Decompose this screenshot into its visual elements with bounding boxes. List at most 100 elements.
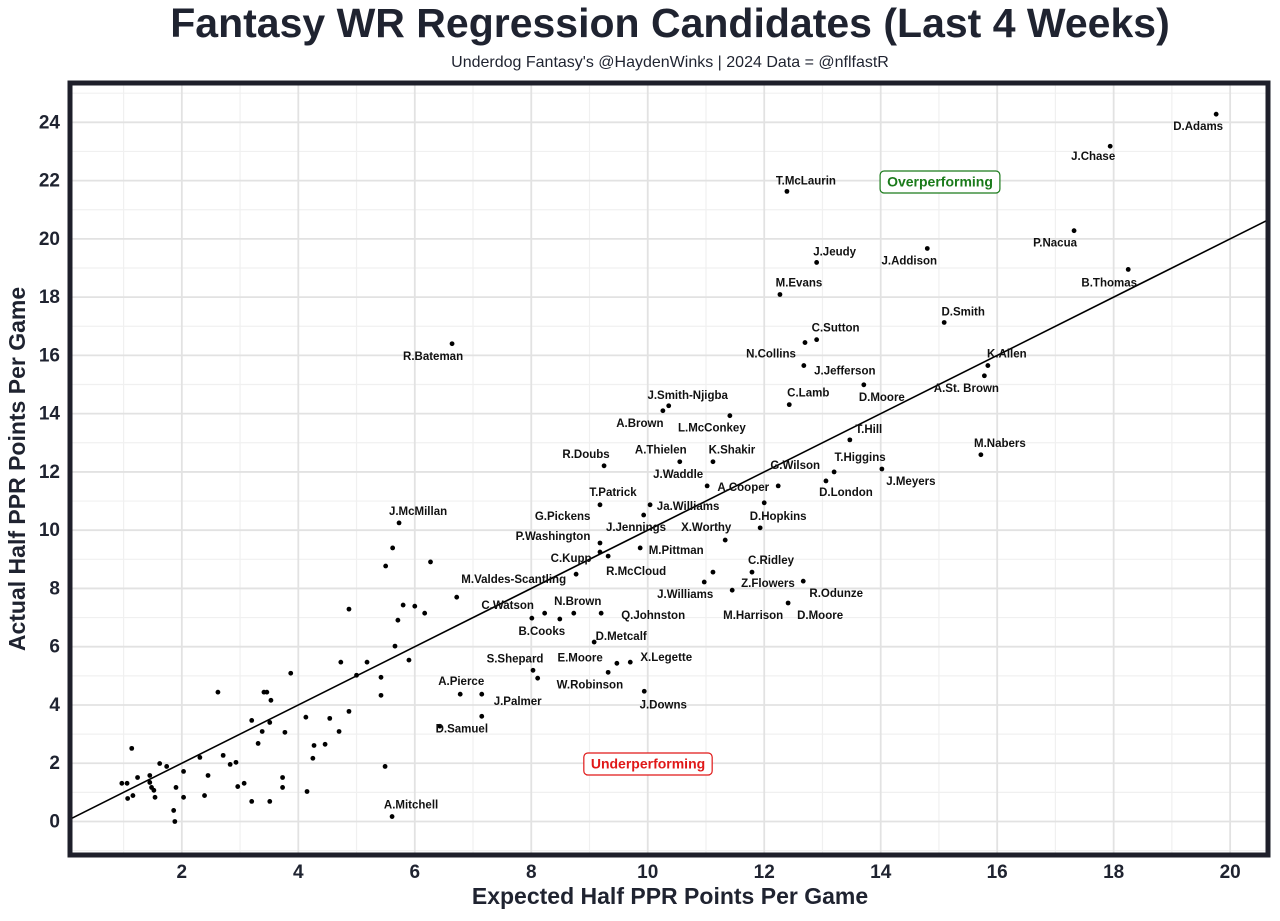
point-label: A.St. Brown [934,383,999,395]
data-point [354,672,359,678]
data-point [202,793,207,798]
data-point [710,459,716,465]
point-label: C.Lamb [787,388,829,400]
point-label: R.Odunze [809,588,863,600]
plot-area: D.Adams J.Chase T.McLaurin P.Nacua J.Addison… [69,83,1269,855]
data-point [454,594,460,600]
x-tick-label: 10 [637,862,658,883]
data-point [235,784,241,789]
data-point [785,600,791,606]
point-label: J.Waddle [653,469,703,481]
x-tick-label: 16 [987,862,1008,883]
data-point [412,603,418,609]
x-tick-label: 18 [1103,862,1124,883]
y-tick-label: 8 [49,578,60,599]
chart-subtitle: Underdog Fantasy's @HaydenWinks | 2024 D… [451,54,889,71]
point-label: N.Brown [554,596,601,608]
x-tick-label: 2 [177,862,188,883]
point-label: X.Legette [640,652,692,664]
point-label: T.McLaurin [776,175,836,187]
data-point [704,483,710,489]
point-label: Q.Johnston [621,610,685,622]
data-point [557,616,563,622]
point-label: T.Patrick [589,487,637,499]
data-point [647,502,653,508]
data-point [775,483,781,489]
data-point [280,775,285,780]
data-point [605,553,611,559]
x-tick-label: 6 [409,862,420,883]
point-label: J.Jefferson [814,366,875,378]
point-label: C.Sutton [812,323,860,335]
data-point [677,459,683,465]
point-label: M.Harrison [723,610,783,622]
point-label: J.Downs [640,699,687,711]
point-label: B.Thomas [1081,277,1137,289]
data-point [422,610,428,616]
data-point [978,452,984,458]
data-point [364,659,370,665]
point-label: G.Wilson [770,460,820,472]
data-point [215,689,221,695]
data-point [181,768,186,774]
data-point [627,659,633,665]
data-point [268,697,274,703]
point-label: D.Samuel [436,723,488,735]
data-point [327,715,333,721]
point-label: M.Pittman [649,545,704,557]
point-label: J.Smith-Njigba [647,390,728,402]
point-label: W.Robinson [557,679,623,691]
data-point [666,403,672,409]
data-point [757,525,763,531]
data-point [641,512,647,518]
point-label: X.Worthy [681,522,732,534]
plot-background [70,83,1268,855]
y-tick-label: 2 [49,753,60,774]
x-tick-label: 14 [870,862,892,883]
data-point [346,708,352,714]
plot-frame [67,80,1271,858]
point-label: J.Addison [881,256,937,268]
data-point [784,188,790,194]
data-point [479,691,485,697]
data-point [571,610,577,616]
data-point [530,667,536,673]
data-point [346,606,352,612]
data-point [814,337,820,343]
data-point [985,363,991,368]
y-tick-label: 20 [39,229,60,250]
data-point [614,660,620,666]
point-label: M.Evans [776,278,823,290]
data-point [259,729,265,734]
data-point [392,643,398,649]
data-point [637,545,643,551]
point-label: A.Brown [616,418,663,430]
data-point [605,669,611,675]
data-point [130,793,136,798]
data-point [823,478,829,484]
y-axis-title: Actual Half PPR Points Per Game [4,287,30,651]
annotation-box [879,170,1001,194]
point-label: A.Cooper [717,482,769,494]
data-point [282,729,288,735]
data-point [264,689,270,695]
data-point [529,615,535,621]
data-point [457,691,463,697]
data-point [598,610,604,616]
data-point [710,569,716,575]
data-point [660,408,666,414]
data-point [241,780,247,786]
point-label: R.McCloud [606,566,666,578]
point-label: B.Cooks [518,626,565,638]
data-point [437,723,443,729]
data-point [601,463,607,469]
data-point [205,773,211,778]
data-point [311,743,317,748]
data-point [382,764,388,769]
data-point [310,755,316,761]
data-point [729,587,735,593]
point-label: D.London [819,487,873,499]
point-label: D.Smith [941,306,984,318]
x-tick-label: 12 [754,862,775,883]
